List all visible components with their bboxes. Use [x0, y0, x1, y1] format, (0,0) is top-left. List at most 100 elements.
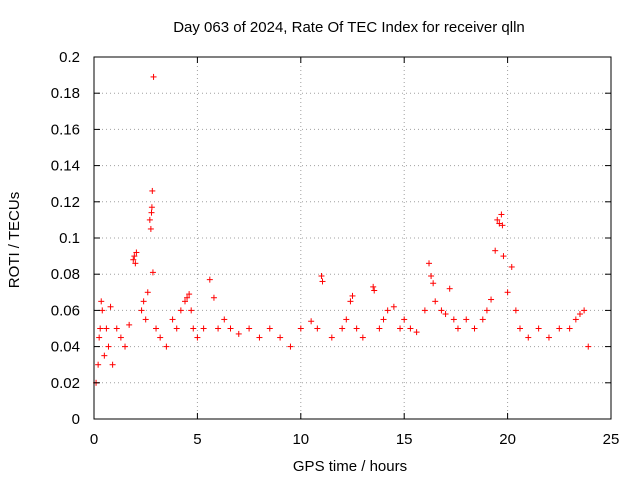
chart-title: Day 063 of 2024, Rate Of TEC Index for r… — [173, 19, 525, 36]
y-tick-label: 0.18 — [51, 85, 80, 102]
y-tick-label: 0.2 — [59, 49, 80, 66]
grid-lines — [94, 57, 611, 419]
data-point — [297, 325, 304, 332]
data-point — [149, 269, 156, 276]
data-point — [133, 249, 140, 256]
data-point — [144, 289, 151, 296]
x-tick-label: 20 — [499, 431, 516, 448]
data-point — [98, 298, 105, 305]
data-point — [103, 325, 110, 332]
data-point — [576, 311, 583, 318]
data-point — [277, 334, 284, 341]
data-point — [215, 325, 222, 332]
data-point — [353, 325, 360, 332]
data-point — [130, 256, 137, 263]
data-point — [131, 253, 138, 260]
x-tick-label: 10 — [292, 431, 309, 448]
data-point — [149, 187, 156, 194]
data-point — [512, 307, 519, 314]
plot-frame — [93, 56, 612, 420]
data-point — [96, 334, 103, 341]
data-point — [142, 316, 149, 323]
y-tick-label: 0.02 — [51, 375, 80, 392]
data-point — [442, 311, 449, 318]
data-point — [407, 325, 414, 332]
data-point — [446, 285, 453, 292]
data-point — [147, 225, 154, 232]
data-point — [535, 325, 542, 332]
data-point — [572, 316, 579, 323]
data-point — [428, 273, 435, 280]
data-point — [556, 325, 563, 332]
data-point — [384, 307, 391, 314]
data-point — [370, 283, 377, 290]
data-point — [471, 325, 478, 332]
data-point — [308, 318, 315, 325]
data-point — [206, 276, 213, 283]
data-point — [184, 294, 191, 301]
data-point — [438, 307, 445, 314]
y-tick-labels: 0 0.02 0.04 0.06 0.08 0.1 0.12 0.14 0.16 0.18 0.2 — [51, 49, 80, 428]
data-point — [150, 73, 157, 80]
data-point — [380, 316, 387, 323]
data-point — [413, 329, 420, 336]
y-tick-label: 0.1 — [59, 230, 80, 247]
data-point — [246, 325, 253, 332]
data-point — [421, 307, 428, 314]
data-point — [210, 294, 217, 301]
data-point — [397, 325, 404, 332]
axis-ticks — [93, 56, 612, 420]
x-tick-labels: 0 5 10 15 20 25 — [90, 431, 620, 448]
data-point — [132, 260, 139, 267]
data-point — [581, 307, 588, 314]
data-point — [190, 325, 197, 332]
data-point — [227, 325, 234, 332]
x-tick-label: 5 — [193, 431, 201, 448]
data-point — [339, 325, 346, 332]
x-tick-label: 0 — [90, 431, 98, 448]
data-point — [109, 361, 116, 368]
data-point — [287, 343, 294, 350]
data-point — [146, 216, 153, 223]
data-point — [463, 316, 470, 323]
data-point — [432, 298, 439, 305]
data-point — [266, 325, 273, 332]
data-point — [105, 343, 112, 350]
data-point — [504, 289, 511, 296]
data-point — [318, 273, 325, 280]
data-point — [200, 325, 207, 332]
y-tick-label: 0.08 — [51, 266, 80, 283]
data-point — [99, 307, 106, 314]
data-point — [500, 253, 507, 260]
y-axis-label: ROTI / TECUs — [6, 192, 23, 288]
data-point — [138, 307, 145, 314]
data-point — [347, 298, 354, 305]
data-point — [181, 298, 188, 305]
data-point — [494, 216, 501, 223]
y-tick-label: 0.04 — [51, 339, 80, 356]
data-point — [585, 343, 592, 350]
data-point — [122, 343, 129, 350]
data-point — [401, 316, 408, 323]
data-point — [169, 316, 176, 323]
data-point — [95, 361, 102, 368]
x-tick-label: 15 — [396, 431, 413, 448]
data-point — [173, 325, 180, 332]
data-point — [426, 260, 433, 267]
data-point — [492, 247, 499, 254]
data-point — [117, 334, 124, 341]
x-axis-label: GPS time / hours — [293, 458, 407, 475]
data-point — [359, 334, 366, 341]
data-point — [371, 287, 378, 294]
data-point — [450, 316, 457, 323]
data-point — [153, 325, 160, 332]
data-point — [566, 325, 573, 332]
y-tick-label: 0.14 — [51, 158, 80, 175]
data-point — [430, 280, 437, 287]
data-point — [101, 352, 108, 359]
data-point — [496, 220, 503, 227]
data-point — [343, 316, 350, 323]
data-point — [499, 222, 506, 229]
data-point — [235, 330, 242, 337]
